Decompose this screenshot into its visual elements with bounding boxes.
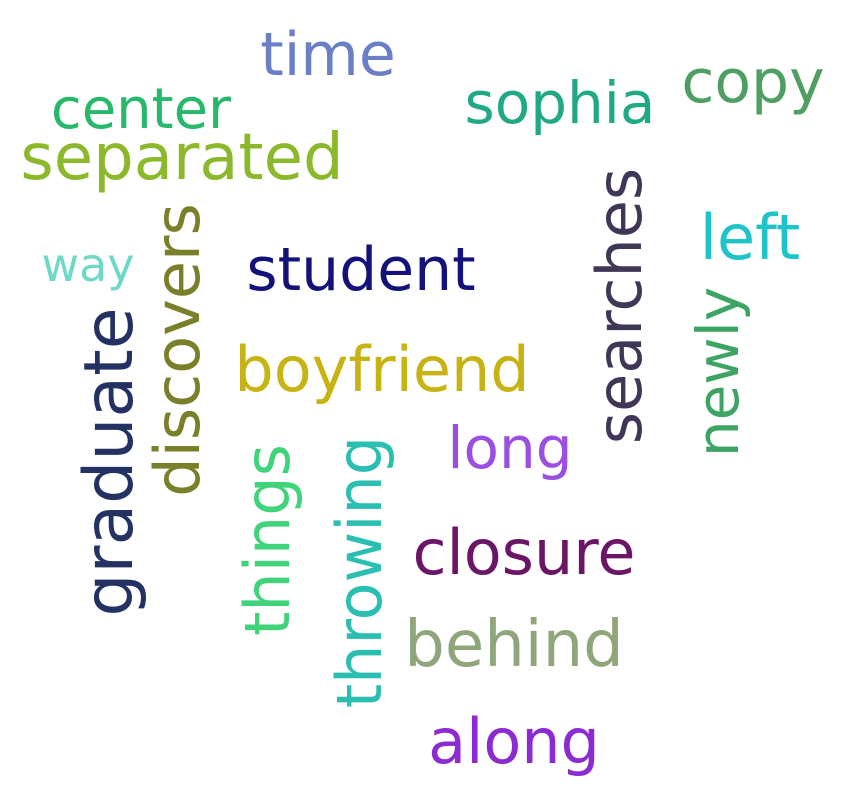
- word-sophia: sophia: [464, 69, 656, 137]
- word-discovers: discovers: [141, 203, 214, 497]
- word-separated: separated: [20, 121, 344, 195]
- word-center: center: [50, 77, 232, 142]
- word-way: way: [41, 238, 135, 292]
- word-newly: newly: [684, 286, 752, 458]
- word-copy: copy: [681, 47, 825, 117]
- word-boyfriend: boyfriend: [234, 333, 530, 406]
- word-closure: closure: [412, 516, 636, 589]
- word-long: long: [447, 414, 573, 482]
- word-searches: searches: [583, 167, 656, 445]
- word-throwing: throwing: [323, 435, 396, 709]
- word-behind: behind: [404, 608, 624, 682]
- word-left: left: [699, 201, 801, 274]
- word-time: time: [260, 20, 396, 90]
- word-student: student: [246, 235, 476, 305]
- word-graduate: graduate: [70, 307, 149, 617]
- word-things: things: [231, 444, 304, 636]
- word-along: along: [428, 705, 600, 778]
